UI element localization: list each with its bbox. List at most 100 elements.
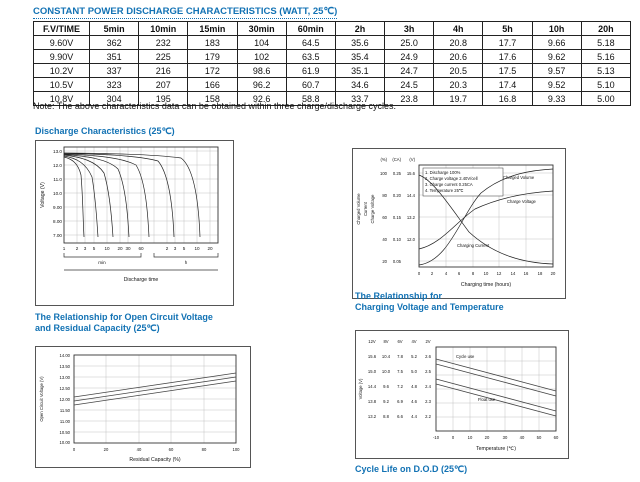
table-cell: 104 [236, 35, 287, 50]
scale-header: 8V [383, 339, 388, 344]
table-cell: 20.3 [433, 77, 484, 92]
tick-label: 0.15 [393, 215, 402, 220]
tick-label: 30 [503, 435, 508, 440]
cycle-use-label: Cycle use [456, 354, 475, 359]
tick-label: 0.25 [393, 171, 402, 176]
hour-unit-label: h [185, 260, 188, 265]
x-axis-label: Charging time (hours) [461, 282, 511, 288]
scale-value: 4.8 [411, 384, 417, 389]
table-cell: 9.33 [531, 91, 582, 106]
voltage-scale-values: 15.6 10.4 7.8 5.2 2.6 15.0 10.0 7.5 5.0 … [368, 354, 432, 419]
tick-label: 13.2 [407, 215, 416, 220]
table-header-cell: 5h [482, 21, 533, 36]
table-cell: 9.57 [531, 63, 582, 78]
tick-label: 0 [452, 435, 455, 440]
table-header-cell: 30min [236, 21, 287, 36]
tick-label: 60 [169, 447, 174, 452]
tick-label: 12.0 [53, 163, 62, 168]
table-cell: 225 [138, 49, 189, 64]
table-row: 10.5V 323 207 166 96.2 60.7 34.6 24.5 20… [33, 77, 632, 92]
table-cell: 337 [88, 63, 140, 78]
table-cell: 179 [187, 49, 238, 64]
scale-value: 10.0 [382, 369, 391, 374]
table-cell: 24.7 [384, 63, 435, 78]
tick-label: 3 [84, 246, 87, 251]
table-cell: 158 [187, 91, 238, 106]
legend-item: 4. Temperature 25℃ [425, 188, 464, 193]
table-row: 9.60V 362 232 183 104 64.5 35.6 25.0 20.… [33, 35, 632, 50]
tick-label: 9.00 [53, 205, 62, 210]
temp-chart-svg: Voltage (V) 12V 8V 6V 4V 2V 15.6 10.4 7.… [358, 339, 559, 452]
tick-label: 2 [166, 246, 169, 251]
tick-label: 10 [484, 271, 489, 276]
gridlines [74, 355, 236, 443]
table-cell: 17.4 [482, 77, 533, 92]
y-tick-labels: 13.0 12.0 11.0 10.0 9.00 8.00 7.00 [53, 149, 62, 238]
scale-value: 7.2 [397, 384, 403, 389]
table-header-row: F.V/TIME 5min 10min 15min 30min 60min 2h… [33, 21, 632, 36]
x-tick-labels: 0 20 40 60 80 100 [73, 447, 240, 452]
tick-label: 4 [445, 271, 448, 276]
table-cell: 17.6 [482, 49, 533, 64]
tick-label: 80 [382, 193, 387, 198]
tick-label: 14 [511, 271, 516, 276]
ocv-title-line1: The Relationship for Open Circuit Voltag… [35, 312, 213, 322]
table-cell: 16.8 [482, 91, 533, 106]
temp-title-line1: The Relationship for [355, 291, 443, 301]
table-row: 9.90V 351 225 179 102 63.5 35.4 24.9 20.… [33, 49, 632, 64]
plot-frame [73, 354, 237, 444]
scale-value: 14.4 [368, 384, 377, 389]
scale-value: 4.6 [411, 399, 417, 404]
table-cell: 304 [88, 91, 140, 106]
tick-label: 30 [125, 246, 131, 251]
tick-label: 5 [93, 246, 96, 251]
min-unit-label: min [98, 260, 106, 265]
scale-value: 9.2 [383, 399, 389, 404]
table-header-cell: 20h [580, 21, 632, 36]
scale-value: 2.6 [425, 354, 431, 359]
tick-label: 11.50 [60, 408, 71, 413]
table-cell: 10.8V [33, 91, 90, 106]
scale-header: 4V [411, 339, 416, 344]
table-cell: 20.5 [433, 63, 484, 78]
tick-label: 20 [117, 246, 123, 251]
scale-value: 2.2 [425, 414, 431, 419]
plot-frame [435, 346, 557, 432]
hour-bracket [153, 253, 219, 258]
temp-title-line2: Charging Voltage and Temperature [355, 302, 504, 312]
scale-value: 6.9 [397, 399, 403, 404]
axis-unit-labels: (%) (CA) (V) [380, 157, 415, 162]
table-header-cell: 10h [531, 21, 582, 36]
tick-label: 8.00 [53, 219, 62, 224]
tick-label: 12.00 [60, 397, 71, 402]
table-cell: 10.2V [33, 63, 90, 78]
table-cell: 17.5 [482, 63, 533, 78]
table-cell: 9.60V [33, 35, 90, 50]
table-header-cell: 10min [138, 21, 189, 36]
scale-value: 10.4 [382, 354, 391, 359]
tick-label: 0.05 [393, 259, 402, 264]
tick-label: 13.00 [60, 375, 71, 380]
ocv-residual-capacity-chart: Open Circuit Voltage (V) 14.00 13.50 13.… [35, 346, 251, 468]
table-cell: 24.9 [384, 49, 435, 64]
legend-item: 1. Discharge 100% [425, 170, 461, 175]
table-cell: 35.1 [334, 63, 386, 78]
table-cell: 172 [187, 63, 238, 78]
table-cell: 25.0 [384, 35, 435, 50]
tick-label: 20 [551, 271, 556, 276]
plot-frame [63, 146, 219, 244]
table-cell: 61.9 [285, 63, 336, 78]
table-header-cell: 2h [334, 21, 386, 36]
tick-label: 3 [174, 246, 177, 251]
y-axis-label: Voltage (V) [358, 378, 363, 399]
scale-value: 2.3 [425, 399, 431, 404]
charged-volume-curve-label: Charged Volume [503, 175, 535, 180]
tick-label: 2 [431, 271, 434, 276]
table-header-cell: 3h [384, 21, 435, 36]
tick-label: 16 [524, 271, 529, 276]
table-cell: 10.5V [33, 77, 90, 92]
table-cell: 35.4 [334, 49, 386, 64]
tick-label: 18 [538, 271, 543, 276]
tick-label: 14.4 [407, 193, 416, 198]
table-cell: 5.16 [580, 49, 632, 64]
